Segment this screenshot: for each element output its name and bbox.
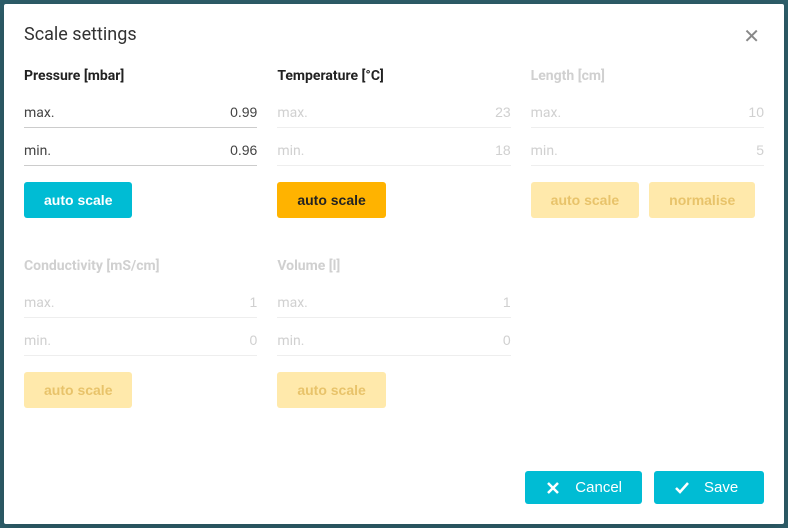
length-normalise-button[interactable]: normalise [649, 182, 755, 218]
volume-auto-scale-button[interactable]: auto scale [277, 372, 385, 408]
pressure-min-input[interactable] [177, 142, 257, 158]
empty-cell [531, 258, 764, 408]
volume-min-row: min. [277, 326, 510, 356]
length-btn-row: auto scale normalise [531, 182, 764, 218]
conductivity-min-label: min. [24, 333, 51, 349]
pressure-btn-row: auto scale [24, 182, 257, 218]
length-min-input[interactable] [684, 142, 764, 158]
dialog-footer: Cancel Save [4, 455, 784, 524]
panel-pressure: Pressure [mbar] max. min. auto scale [24, 68, 257, 218]
panel-title-temperature: Temperature [°C] [277, 68, 510, 84]
panel-length: Length [cm] max. min. auto scale normali… [531, 68, 764, 218]
conductivity-min-input[interactable] [177, 332, 257, 348]
temperature-min-label: min. [277, 143, 304, 159]
temperature-max-input[interactable] [431, 104, 511, 120]
pressure-min-label: min. [24, 143, 51, 159]
scale-settings-dialog: Scale settings ✕ Pressure [mbar] max. mi… [4, 4, 784, 524]
volume-max-row: max. [277, 288, 510, 318]
panel-temperature: Temperature [°C] max. min. auto scale [277, 68, 510, 218]
conductivity-btn-row: auto scale [24, 372, 257, 408]
conductivity-auto-scale-button[interactable]: auto scale [24, 372, 132, 408]
length-auto-scale-button[interactable]: auto scale [531, 182, 639, 218]
conductivity-max-label: max. [24, 295, 55, 311]
conductivity-max-row: max. [24, 288, 257, 318]
conductivity-min-row: min. [24, 326, 257, 356]
panel-title-length: Length [cm] [531, 68, 764, 84]
volume-max-input[interactable] [431, 294, 511, 310]
temperature-min-input[interactable] [431, 142, 511, 158]
panel-conductivity: Conductivity [mS/cm] max. min. auto scal… [24, 258, 257, 408]
volume-btn-row: auto scale [277, 372, 510, 408]
panel-title-pressure: Pressure [mbar] [24, 68, 257, 84]
conductivity-max-input[interactable] [177, 294, 257, 310]
temperature-max-row: max. [277, 98, 510, 128]
volume-max-label: max. [277, 295, 308, 311]
pressure-min-row: min. [24, 136, 257, 166]
temperature-auto-scale-button[interactable]: auto scale [277, 182, 385, 218]
pressure-max-row: max. [24, 98, 257, 128]
dialog-header: Scale settings ✕ [4, 4, 784, 58]
save-button[interactable]: Save [654, 471, 764, 504]
volume-min-label: min. [277, 333, 304, 349]
cancel-button[interactable]: Cancel [525, 471, 642, 504]
close-icon[interactable]: ✕ [739, 24, 764, 48]
pressure-max-input[interactable] [177, 104, 257, 120]
close-icon [545, 480, 561, 496]
temperature-max-label: max. [277, 105, 308, 121]
dialog-body: Pressure [mbar] max. min. auto scale Tem… [4, 58, 784, 455]
dialog-title: Scale settings [24, 24, 137, 45]
length-min-label: min. [531, 143, 558, 159]
cancel-label: Cancel [575, 479, 622, 496]
length-max-label: max. [531, 105, 562, 121]
save-label: Save [704, 479, 738, 496]
length-max-row: max. [531, 98, 764, 128]
volume-min-input[interactable] [431, 332, 511, 348]
temperature-min-row: min. [277, 136, 510, 166]
panel-volume: Volume [l] max. min. auto scale [277, 258, 510, 408]
panel-title-conductivity: Conductivity [mS/cm] [24, 258, 257, 274]
check-icon [674, 480, 690, 496]
pressure-max-label: max. [24, 105, 55, 121]
temperature-btn-row: auto scale [277, 182, 510, 218]
length-min-row: min. [531, 136, 764, 166]
pressure-auto-scale-button[interactable]: auto scale [24, 182, 132, 218]
length-max-input[interactable] [684, 104, 764, 120]
panel-title-volume: Volume [l] [277, 258, 510, 274]
